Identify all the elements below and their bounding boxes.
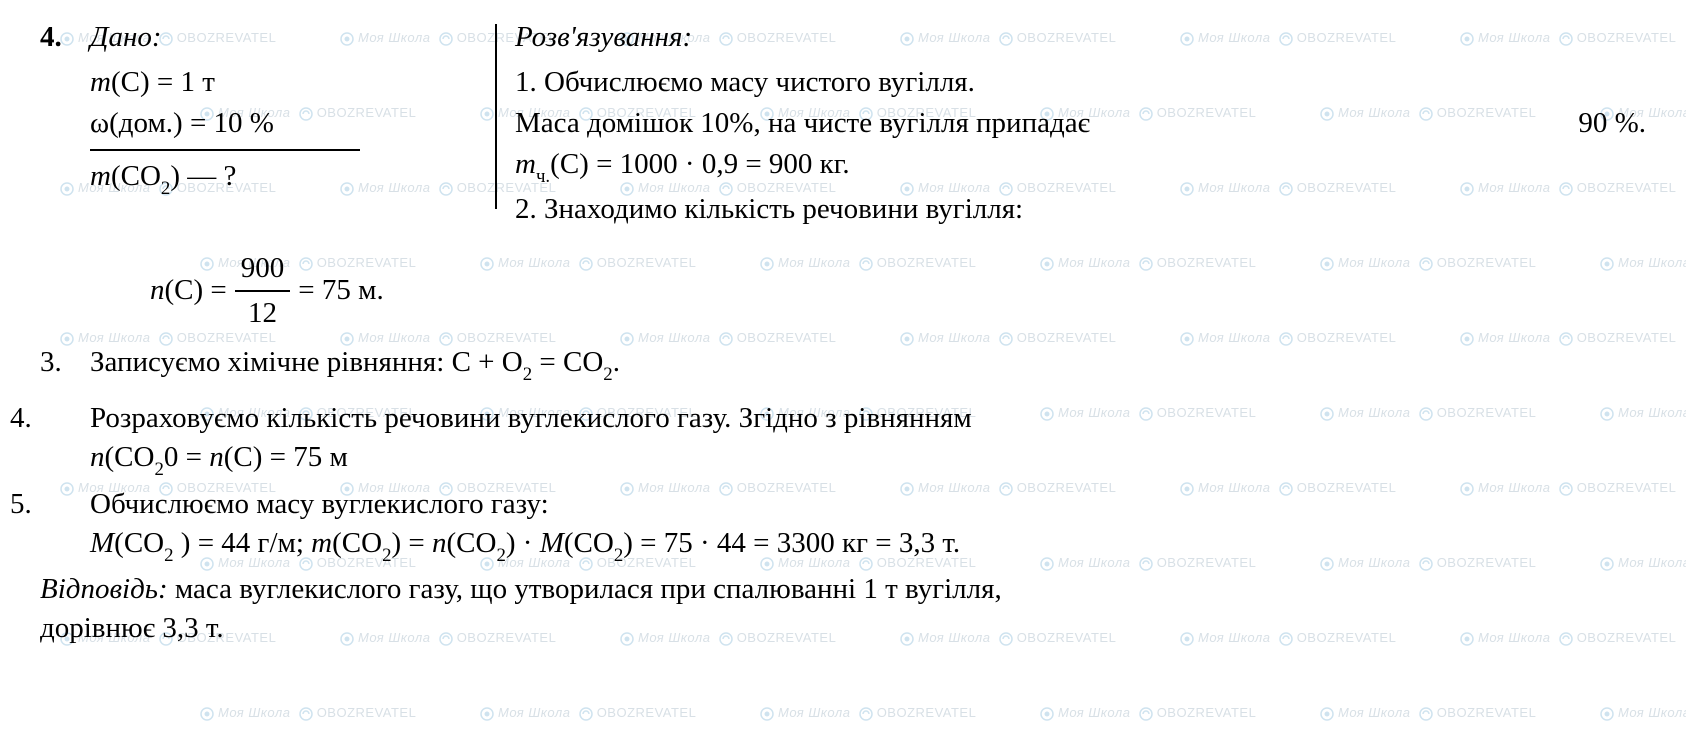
step-5-num: 5. [10,485,90,566]
watermark-item: Моя Школа OBOZREVATEL [1600,705,1686,721]
page-content: 4. Дано: m(C) = 1 т ω(дом.) = 10 % m(CO2… [0,0,1686,648]
step-4-body: Розраховуємо кількість речовини вуглекис… [90,399,1646,480]
given-line-2: ω(дом.) = 10 % [90,104,495,143]
top-area: 4. Дано: m(C) = 1 т ω(дом.) = 10 % m(CO2… [40,18,1646,231]
watermark-item: Моя Школа OBOZREVATEL [200,705,416,721]
nc-numerator: 900 [235,249,291,290]
step-3-body: Записуємо хімічне рівняння: C + O2 = CO2… [90,343,1646,385]
solution-step1b-left: Маса домішок 10%, на чисте вугілля припа… [515,104,1090,143]
step-3: 3. Записуємо хімічне рівняння: C + O2 = … [40,343,1646,385]
solution-block: Розв'язування: 1. Обчислюємо масу чистог… [515,18,1646,231]
step-4-num: 4. [10,399,90,480]
step-5-line-b: M(CO2 ) = 44 г/м; m(CO2) = n(CO2) · M(CO… [90,524,1646,566]
watermark-item: Моя Школа OBOZREVATEL [480,705,696,721]
step-4: 4. Розраховуємо кількість речовини вугле… [40,399,1646,480]
step-5: 5. Обчислюємо масу вуглекислого газу: M(… [40,485,1646,566]
watermark-item: Моя Школа OBOZREVATEL [1320,705,1536,721]
nc-rhs: = 75 м. [298,271,383,310]
problem-number: 4. [40,18,90,57]
solution-title: Розв'язування: [515,18,1646,57]
answer-label: Відповідь: [40,573,168,605]
nc-lhs: n(C) = [150,271,227,310]
given-find: m(CO2) — ? [90,157,495,199]
given-block: Дано: m(C) = 1 т ω(дом.) = 10 % m(CO2) —… [90,18,495,202]
step-5-body: Обчислюємо масу вуглекислого газу: M(CO2… [90,485,1646,566]
answer-text-a: маса вуглекислого газу, що утворилася пр… [175,573,1002,605]
step-4-line-a: Розраховуємо кількість речовини вуглекис… [90,399,1646,438]
given-divider [90,149,360,151]
watermark-item: Моя Школа OBOZREVATEL [760,705,976,721]
equation-n-of-c: n(C) = 900 12 = 75 м. [150,249,1646,333]
solution-step1a: 1. Обчислюємо масу чистого вугілля. [515,63,1646,102]
solution-step1c: mч.(C) = 1000 · 0,9 = 900 кг. [515,145,1646,187]
solution-step1b-right: 90 %. [1578,104,1646,143]
nc-denominator: 12 [242,292,283,333]
step-3-num: 3. [40,343,90,385]
answer-block: Відповідь: маса вуглекислого газу, що ут… [40,570,1646,648]
solution-step2: 2. Знаходимо кількість речовини вугілля: [515,190,1646,229]
given-title: Дано: [90,18,495,57]
answer-text-b: дорівнює 3,3 т. [40,609,1646,648]
vertical-separator [495,24,497,209]
step-4-line-b: n(CO20 = n(C) = 75 м [90,438,1646,480]
watermark-item: Моя Школа OBOZREVATEL [1040,705,1256,721]
step-5-line-a: Обчислюємо масу вуглекислого газу: [90,485,1646,524]
nc-fraction: 900 12 [235,249,291,333]
solution-step1b: Маса домішок 10%, на чисте вугілля припа… [515,104,1646,143]
given-line-1: m(C) = 1 т [90,63,495,102]
